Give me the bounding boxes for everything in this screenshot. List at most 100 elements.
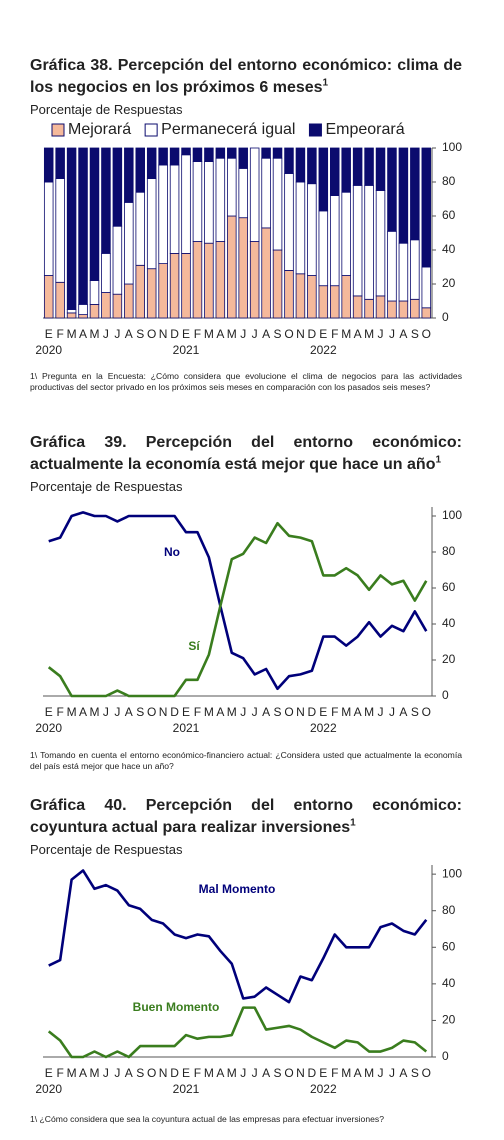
x-tick-label: M xyxy=(341,1066,351,1080)
bar-segment xyxy=(364,185,374,300)
bar-segment xyxy=(341,275,351,319)
x-tick-label: M xyxy=(89,327,99,341)
x-tick-label: J xyxy=(252,1066,258,1080)
bar-segment xyxy=(307,147,317,185)
x-tick-label: A xyxy=(399,1066,407,1080)
x-tick-label: E xyxy=(319,327,327,341)
legend-swatch xyxy=(144,123,158,137)
bar-segment xyxy=(387,147,397,232)
x-tick-label: D xyxy=(308,327,317,341)
x-tick-label: E xyxy=(182,705,190,719)
bar-segment xyxy=(227,215,237,319)
bar-segment xyxy=(227,157,237,217)
x-tick-label: N xyxy=(159,705,168,719)
x-tick-label: J xyxy=(252,327,258,341)
bar-segment xyxy=(135,264,145,319)
bar-segment xyxy=(272,147,283,159)
bar-segment xyxy=(43,147,54,183)
y-tick-label: 60 xyxy=(442,580,456,594)
bar-segment xyxy=(295,181,306,275)
bar-segment xyxy=(227,147,237,159)
x-tick-label: O xyxy=(147,1066,156,1080)
bar-segment xyxy=(364,298,374,319)
x-tick-label: J xyxy=(103,327,109,341)
x-tick-label: J xyxy=(103,1066,109,1080)
bar-segment xyxy=(318,210,329,287)
title-note: 1 xyxy=(350,817,356,829)
year-label: 2021 xyxy=(173,721,200,735)
x-tick-label: D xyxy=(308,1066,317,1080)
x-tick-label: J xyxy=(378,1066,384,1080)
bar-segment xyxy=(352,147,363,186)
title-note: 1 xyxy=(435,454,442,466)
bar-segment xyxy=(124,147,134,203)
x-tick-label: E xyxy=(45,1066,53,1080)
bar-segment xyxy=(330,195,340,287)
bar-segment xyxy=(192,147,203,162)
bar-segment xyxy=(375,295,386,319)
x-tick-label: O xyxy=(284,705,293,719)
x-tick-label: J xyxy=(103,705,109,719)
title-text: Gráfica 39. Percepción del entorno econó… xyxy=(30,434,462,473)
bar-segment xyxy=(169,252,180,319)
bar-segment xyxy=(238,147,248,169)
y-tick-label: 40 xyxy=(442,242,456,256)
bar-segment xyxy=(135,191,145,266)
subtitle: Porcentaje de Respuestas xyxy=(30,102,183,117)
line-series xyxy=(48,511,428,691)
bar-segment xyxy=(135,147,145,193)
x-tick-label: A xyxy=(79,705,87,719)
y-tick-label: 40 xyxy=(442,976,456,990)
x-tick-label: S xyxy=(274,1066,282,1080)
y-tick-label: 0 xyxy=(442,1049,449,1063)
bar-segment xyxy=(66,147,77,310)
bar-segment xyxy=(421,266,432,309)
x-tick-label: A xyxy=(354,705,362,719)
x-tick-label: O xyxy=(422,705,431,719)
legend-label: Permanecerá igual xyxy=(161,121,295,138)
bar-segment xyxy=(410,298,420,319)
x-tick-label: M xyxy=(364,327,374,341)
bar-segment xyxy=(284,147,294,174)
x-tick-label: S xyxy=(411,1066,419,1080)
x-tick-label: O xyxy=(284,327,293,341)
series-label: Buen Momento xyxy=(133,1000,220,1014)
x-tick-label: A xyxy=(262,705,270,719)
year-label: 2022 xyxy=(310,1082,337,1096)
bar-segment xyxy=(284,269,294,319)
bar-segment xyxy=(318,147,329,212)
bar-segment xyxy=(158,263,168,319)
x-tick-label: O xyxy=(284,1066,293,1080)
bar-segment xyxy=(146,268,157,319)
bar-segment xyxy=(204,147,214,162)
x-tick-label: A xyxy=(262,1066,270,1080)
x-tick-label: A xyxy=(216,1066,224,1080)
x-tick-label: E xyxy=(182,327,190,341)
bar-segment xyxy=(272,249,283,319)
bar-segment xyxy=(55,281,65,319)
bar-segment xyxy=(78,303,88,315)
bar-segment xyxy=(421,307,432,319)
x-tick-label: O xyxy=(422,1066,431,1080)
y-tick-label: 20 xyxy=(442,276,456,290)
x-tick-label: A xyxy=(79,1066,87,1080)
x-tick-label: O xyxy=(422,327,431,341)
y-tick-label: 100 xyxy=(442,508,462,522)
x-tick-label: N xyxy=(296,705,305,719)
x-tick-label: A xyxy=(216,705,224,719)
x-tick-label: J xyxy=(240,1066,246,1080)
x-tick-label: A xyxy=(125,327,133,341)
bar-segment xyxy=(146,147,157,180)
bar-segment xyxy=(295,147,306,183)
x-tick-label: J xyxy=(240,327,246,341)
bar-segment xyxy=(375,190,386,297)
footnote: 1\ Tomando en cuenta el entorno económic… xyxy=(30,750,462,771)
year-label: 2022 xyxy=(310,343,337,357)
y-tick-label: 100 xyxy=(442,140,462,154)
legend-label: Mejorará xyxy=(68,121,131,138)
y-tick-label: 40 xyxy=(442,616,456,630)
